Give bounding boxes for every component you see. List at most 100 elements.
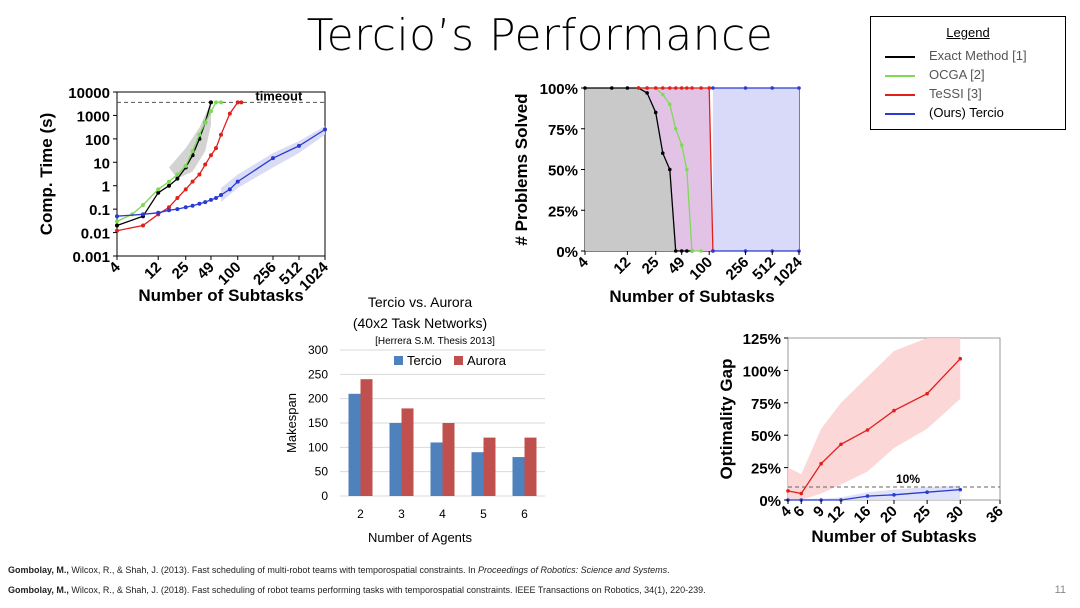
- data-point: [167, 205, 171, 210]
- legend-box: Legend Exact Method [1] OCGA [2] TeSSI […: [870, 16, 1066, 130]
- bar: [442, 423, 455, 496]
- x-tick-label: 36: [983, 503, 1007, 527]
- area-tercio: [712, 88, 799, 251]
- slide-title: Tercio’s Performance: [306, 10, 774, 61]
- x-tick-label: 6: [521, 507, 528, 521]
- data-point: [645, 91, 649, 95]
- data-point: [892, 493, 896, 497]
- data-point: [743, 86, 748, 90]
- reference-venue: Proceedings of Robotics: Science and Sys…: [478, 565, 668, 575]
- data-point: [190, 203, 195, 208]
- data-point: [673, 86, 678, 90]
- data-point: [197, 201, 202, 206]
- chart-subtitle: (40x2 Task Networks): [353, 315, 487, 331]
- data-point: [175, 172, 180, 177]
- data-point: [208, 100, 213, 105]
- data-point: [183, 187, 188, 192]
- data-point: [645, 86, 649, 90]
- data-point: [235, 179, 240, 184]
- data-point: [213, 146, 218, 151]
- x-tick-label: 6: [790, 503, 808, 521]
- series-line: [116, 102, 212, 227]
- reference-label: 10%: [896, 472, 920, 486]
- series-line: [787, 358, 961, 495]
- data-point: [197, 132, 202, 137]
- data-point: [167, 179, 171, 184]
- data-point: [227, 111, 232, 116]
- y-axis-label: # Problems Solved: [512, 93, 531, 245]
- data-point: [660, 151, 665, 155]
- reference-text: Wilcox, R., & Shah, J. (2018). Fast sche…: [68, 585, 706, 595]
- x-tick-label: 30: [943, 503, 967, 527]
- data-point: [685, 86, 689, 90]
- legend-label: Tercio: [407, 353, 442, 368]
- data-point: [115, 223, 119, 228]
- data-point: [667, 86, 672, 90]
- reference-text: Wilcox, R., & Shah, J. (2013). Fast sche…: [68, 565, 479, 575]
- legend-swatch: [885, 75, 915, 77]
- optimality-gap-chart: 10%0%25%50%75%100%125%46 912 16 20 25 30 36Num…: [717, 331, 1007, 546]
- x-tick-label: 3: [398, 507, 405, 521]
- data-point: [208, 109, 213, 114]
- y-tick-label: 0.1: [89, 202, 110, 219]
- x-tick-label: 49: [665, 254, 689, 278]
- references: Gombolay, M., Wilcox, R., & Shah, J. (20…: [8, 560, 1008, 600]
- x-tick-label: 5: [480, 507, 487, 521]
- data-point: [271, 156, 275, 161]
- data-point: [219, 132, 223, 137]
- variance-band: [788, 338, 961, 500]
- y-tick-label: 75%: [548, 122, 578, 139]
- plot-area: [116, 91, 326, 257]
- legend-swatch: [885, 113, 915, 115]
- x-tick-label: 100: [215, 259, 245, 289]
- y-tick-label: 200: [308, 392, 328, 406]
- variance-band: [169, 102, 211, 179]
- bar: [471, 452, 484, 496]
- y-axis-label: Makespan: [284, 393, 299, 453]
- y-tick-label: 100%: [743, 363, 781, 380]
- legend-swatch: [885, 56, 915, 58]
- y-tick-label: 100%: [540, 81, 578, 98]
- reference-authors: Gombolay, M.,: [8, 565, 69, 575]
- y-tick-label: 125%: [743, 331, 781, 348]
- y-tick-label: 50%: [548, 163, 578, 180]
- y-tick-label: 10: [93, 155, 110, 172]
- x-axis-label: Number of Subtasks: [811, 527, 976, 546]
- data-point: [797, 86, 801, 90]
- data-point: [667, 167, 672, 172]
- y-tick-label: 0: [321, 489, 328, 503]
- x-tick-label: 9: [810, 503, 828, 521]
- data-point: [660, 86, 665, 90]
- data-point: [213, 100, 218, 105]
- data-point: [685, 249, 689, 253]
- data-point: [167, 208, 171, 213]
- data-point: [679, 86, 684, 90]
- legend-title: Legend: [946, 25, 990, 40]
- bar: [430, 442, 443, 496]
- x-tick-label: 49: [194, 259, 218, 283]
- comp-time-chart: timeout 0.001 0.01 0.1 1 10 100 1000 10000 4 12 25 4…: [37, 85, 332, 305]
- data-point: [235, 100, 240, 105]
- data-point: [679, 143, 684, 147]
- data-point: [690, 86, 694, 90]
- data-point: [141, 203, 145, 208]
- x-tick-label: 4: [574, 253, 592, 271]
- data-point: [297, 143, 301, 148]
- bar: [348, 393, 361, 496]
- y-tick-label: 1: [102, 179, 110, 196]
- bar: [401, 408, 414, 496]
- data-point: [156, 190, 161, 195]
- x-tick-label: 2: [357, 507, 364, 521]
- data-point: [219, 100, 223, 105]
- data-point: [239, 100, 244, 105]
- x-axis-label: Number of Agents: [368, 530, 473, 545]
- chart-note: [Herrera S.M. Thesis 2013]: [375, 336, 495, 347]
- bar: [512, 457, 525, 496]
- data-point: [707, 86, 712, 90]
- data-point: [770, 86, 775, 90]
- data-point: [690, 249, 694, 253]
- data-point: [175, 207, 180, 212]
- legend-label: (Ours) Tercio: [929, 105, 1004, 120]
- x-tick-label: 25: [639, 254, 663, 278]
